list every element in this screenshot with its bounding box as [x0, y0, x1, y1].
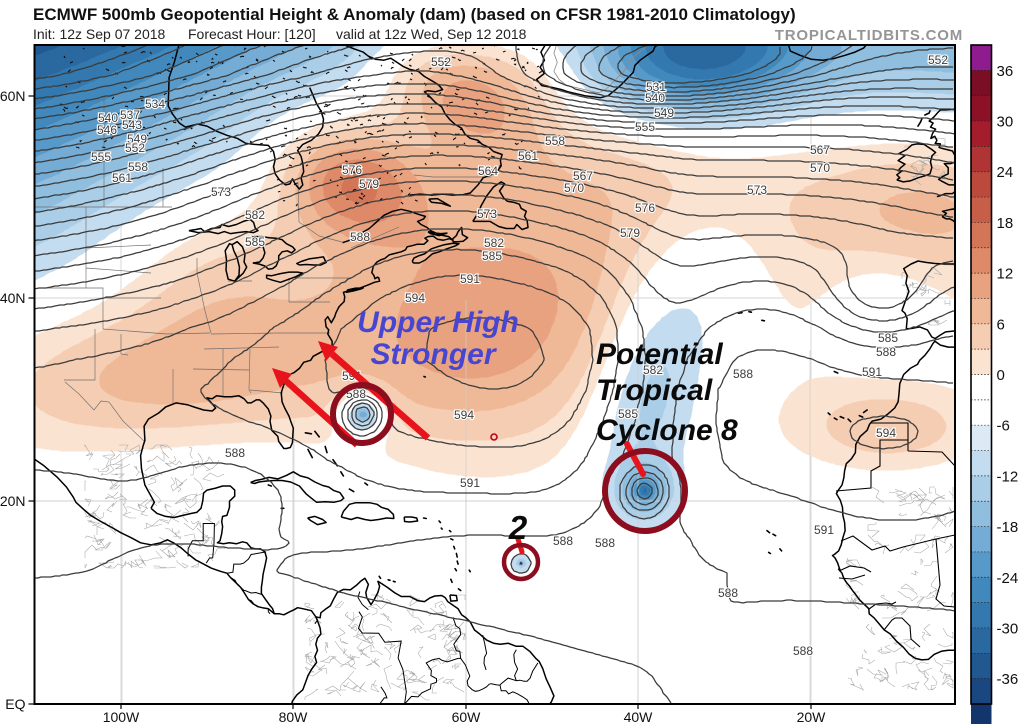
- svg-text:531: 531: [646, 80, 666, 94]
- svg-text:Tropical: Tropical: [596, 374, 713, 407]
- svg-text:558: 558: [128, 160, 148, 174]
- svg-text:561: 561: [112, 171, 132, 185]
- svg-text:540: 540: [98, 111, 118, 125]
- svg-text:543: 543: [122, 118, 142, 132]
- svg-text:588: 588: [733, 367, 753, 381]
- svg-text:585: 585: [482, 249, 502, 263]
- svg-text:570: 570: [810, 161, 830, 175]
- svg-text:570: 570: [564, 181, 584, 195]
- svg-text:534: 534: [145, 97, 165, 111]
- svg-text:576: 576: [635, 201, 655, 215]
- svg-text:588: 588: [553, 534, 573, 548]
- svg-text:TROPICALTIDBITS.COM: TROPICALTIDBITS.COM: [775, 27, 963, 44]
- svg-text:582: 582: [643, 363, 663, 377]
- svg-text:576: 576: [342, 163, 362, 177]
- svg-text:20N: 20N: [0, 493, 26, 509]
- svg-text:80W: 80W: [279, 709, 309, 724]
- svg-text:24: 24: [997, 164, 1014, 181]
- svg-text:100W: 100W: [103, 709, 140, 724]
- svg-text:12: 12: [997, 266, 1014, 283]
- svg-text:591: 591: [862, 365, 882, 379]
- svg-text:585: 585: [245, 235, 265, 249]
- svg-text:Init: 12z Sep 07 2018: Init: 12z Sep 07 2018: [33, 26, 166, 42]
- svg-text:Cyclone 8: Cyclone 8: [596, 414, 738, 447]
- svg-text:537: 537: [120, 108, 140, 122]
- svg-text:585: 585: [878, 331, 898, 345]
- svg-text:ECMWF 500mb Geopotential Heigh: ECMWF 500mb Geopotential Height & Anomal…: [33, 5, 796, 24]
- svg-text:594: 594: [405, 291, 425, 305]
- svg-text:573: 573: [211, 185, 231, 199]
- svg-text:-24: -24: [997, 570, 1019, 587]
- svg-text:30: 30: [997, 114, 1014, 131]
- svg-text:valid at 12z Wed, Sep 12 2018: valid at 12z Wed, Sep 12 2018: [336, 26, 527, 42]
- svg-text:Forecast Hour: [120]: Forecast Hour: [120]: [188, 26, 316, 42]
- svg-text:588: 588: [350, 230, 370, 244]
- svg-text:552: 552: [431, 55, 451, 69]
- svg-text:-12: -12: [997, 468, 1019, 485]
- svg-text:558: 558: [545, 134, 565, 148]
- svg-text:40N: 40N: [0, 290, 26, 306]
- svg-text:Potential: Potential: [596, 338, 723, 371]
- svg-text:555: 555: [91, 150, 111, 164]
- svg-text:591: 591: [814, 523, 834, 537]
- svg-text:579: 579: [359, 177, 379, 191]
- svg-text:594: 594: [454, 408, 474, 422]
- svg-text:6: 6: [997, 316, 1005, 333]
- svg-text:-6: -6: [997, 418, 1010, 435]
- svg-text:546: 546: [97, 123, 117, 137]
- svg-text:573: 573: [477, 207, 497, 221]
- svg-text:567: 567: [573, 169, 593, 183]
- svg-text:591: 591: [460, 476, 480, 490]
- svg-text:-30: -30: [997, 621, 1019, 638]
- svg-text:594: 594: [876, 426, 896, 440]
- svg-text:552: 552: [125, 141, 145, 155]
- svg-text:60W: 60W: [452, 709, 482, 724]
- svg-text:588: 588: [595, 536, 615, 550]
- svg-text:EQ: EQ: [5, 696, 25, 712]
- svg-text:567: 567: [810, 143, 830, 157]
- svg-text:561: 561: [518, 149, 538, 163]
- svg-text:588: 588: [225, 446, 245, 460]
- svg-text:582: 582: [245, 208, 265, 222]
- svg-text:-36: -36: [997, 671, 1019, 688]
- svg-text:549: 549: [654, 106, 674, 120]
- svg-text:Stronger: Stronger: [370, 338, 497, 371]
- svg-text:36: 36: [997, 63, 1014, 80]
- svg-text:573: 573: [747, 183, 767, 197]
- svg-text:20W: 20W: [797, 709, 827, 724]
- svg-text:588: 588: [793, 644, 813, 658]
- svg-text:588: 588: [718, 586, 738, 600]
- svg-text:0: 0: [997, 367, 1005, 384]
- svg-text:2: 2: [508, 509, 528, 546]
- svg-text:540: 540: [645, 91, 665, 105]
- svg-text:-18: -18: [997, 519, 1019, 536]
- svg-text:591: 591: [460, 272, 480, 286]
- svg-text:555: 555: [635, 120, 655, 134]
- svg-text:588: 588: [876, 345, 896, 359]
- svg-text:564: 564: [478, 164, 498, 178]
- svg-text:40W: 40W: [624, 709, 654, 724]
- svg-text:585: 585: [618, 407, 638, 421]
- svg-text:Upper High: Upper High: [357, 306, 519, 339]
- svg-text:582: 582: [484, 236, 504, 250]
- svg-text:60N: 60N: [0, 88, 26, 104]
- svg-text:18: 18: [997, 215, 1014, 232]
- svg-text:549: 549: [127, 132, 147, 146]
- svg-text:552: 552: [928, 53, 948, 67]
- svg-text:579: 579: [620, 226, 640, 240]
